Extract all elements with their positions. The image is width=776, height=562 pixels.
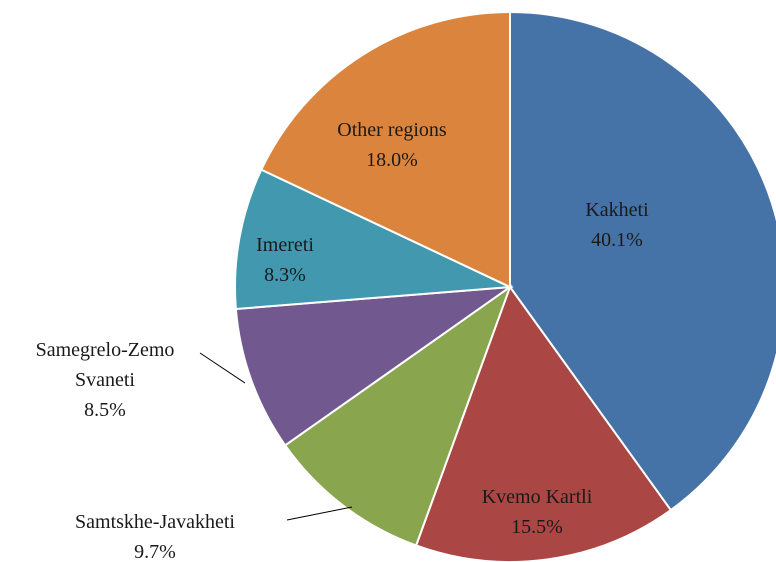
percent-label: 9.7% — [134, 541, 176, 562]
category-name: Samegrelo-Zemo Svaneti — [35, 339, 175, 391]
pie-slice — [259, 10, 511, 289]
category-name: Samtskhe-Javakheti — [75, 511, 235, 533]
slice-label: Samegrelo-Zemo Svaneti 8.5% — [10, 335, 200, 425]
category-name: Kvemo Kartli — [481, 486, 593, 508]
category-name: Imereti — [256, 234, 314, 256]
slice-label: Kakheti 40.1% — [585, 195, 648, 255]
percent-label: 8.5% — [84, 399, 126, 421]
pie-slice — [509, 10, 776, 512]
pie-slice — [414, 284, 673, 562]
slice-label: Samtskhe-Javakheti 9.7% — [75, 507, 235, 562]
category-name: Other regions — [337, 119, 447, 141]
percent-label: 40.1% — [591, 229, 643, 251]
pie-slice — [234, 168, 514, 311]
pie-slice — [234, 285, 514, 447]
pie-slice — [283, 284, 513, 547]
percent-label: 15.5% — [511, 516, 563, 538]
leader-line — [199, 352, 246, 384]
percent-label: 8.3% — [264, 264, 306, 286]
percent-label: 18.0% — [366, 149, 418, 171]
category-name: Kakheti — [585, 199, 649, 221]
slice-label: Imereti 8.3% — [256, 230, 314, 290]
slice-label: Other regions 18.0% — [337, 115, 446, 175]
leader-line — [286, 506, 353, 521]
slice-label: Kvemo Kartli 15.5% — [482, 482, 593, 542]
